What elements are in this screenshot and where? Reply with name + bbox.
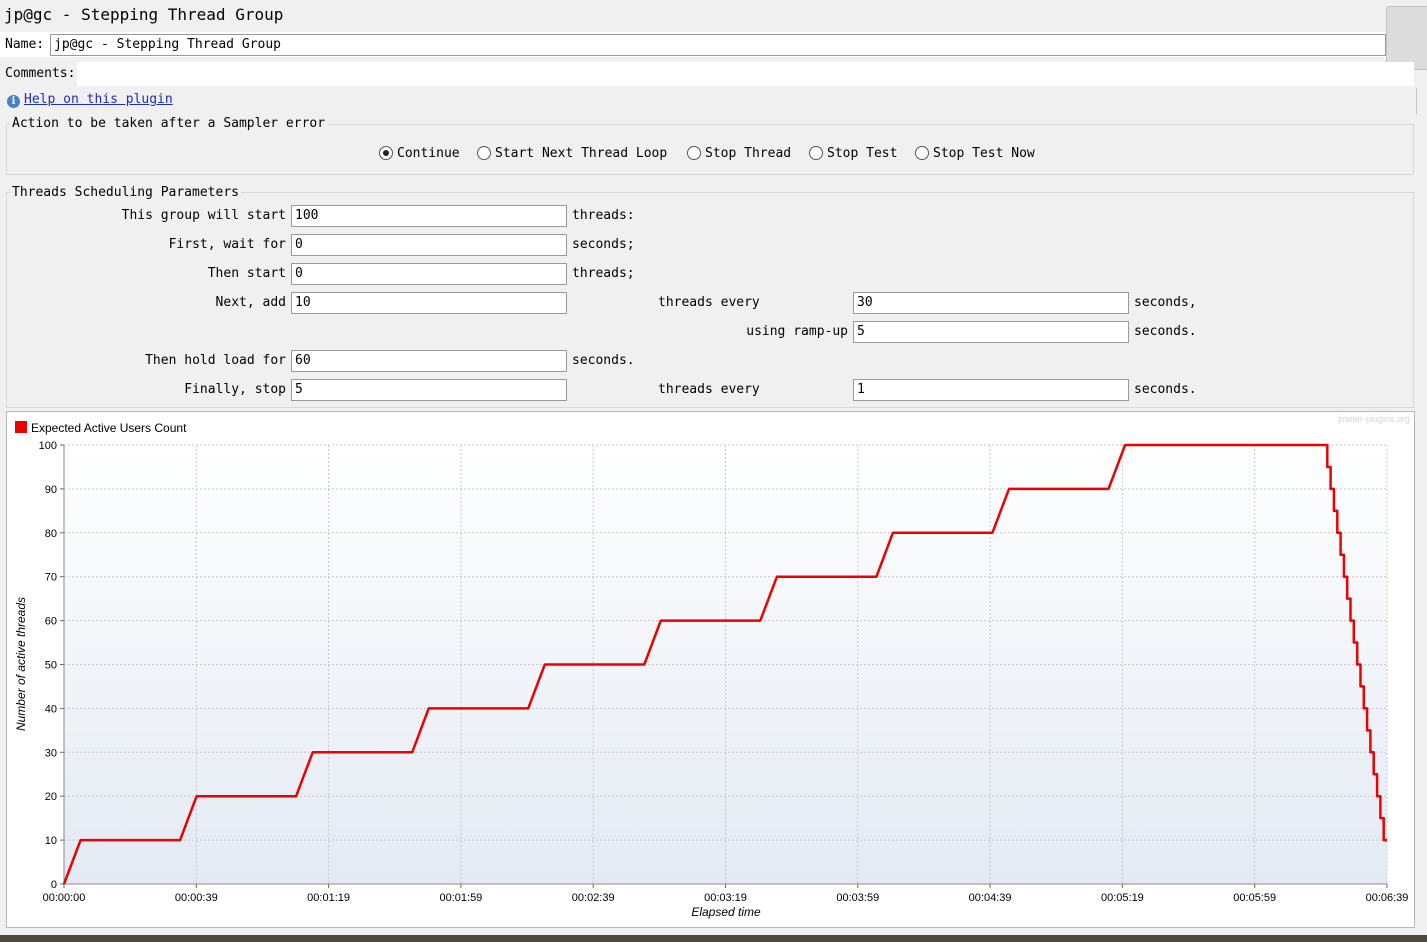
wait-unit: seconds; bbox=[572, 237, 635, 252]
taskbar-strip bbox=[0, 935, 1427, 942]
rampup-unit: seconds. bbox=[1134, 324, 1197, 339]
add-every-input[interactable]: 30 bbox=[853, 292, 1129, 314]
y-tick-label: 0 bbox=[51, 879, 57, 891]
rampup-label: using ramp-up bbox=[746, 324, 848, 339]
start-unit: threads: bbox=[572, 208, 635, 223]
stop-every-label: threads every bbox=[658, 382, 760, 397]
x-tick-label: 00:05:19 bbox=[1101, 892, 1144, 904]
next-add-label: Next, add bbox=[215, 295, 286, 310]
x-axis-label: Elapsed time bbox=[691, 905, 761, 919]
x-tick-label: 00:04:39 bbox=[969, 892, 1012, 904]
radio-stop-thread[interactable]: Stop Thread bbox=[687, 145, 791, 161]
scheduling-title: Threads Scheduling Parameters bbox=[10, 185, 241, 201]
stop-input[interactable]: 5 bbox=[291, 379, 567, 401]
x-tick-label: 00:05:59 bbox=[1233, 892, 1276, 904]
radio-label: Start Next Thread Loop bbox=[495, 145, 668, 161]
radio-icon bbox=[809, 146, 823, 160]
legend-swatch bbox=[15, 421, 27, 433]
info-icon: i bbox=[7, 95, 20, 108]
help-row bbox=[0, 88, 1417, 114]
radio-label: Stop Test Now bbox=[933, 145, 1035, 161]
stop-every-unit: seconds. bbox=[1134, 382, 1197, 397]
sampler-error-title: Action to be taken after a Sampler error bbox=[10, 116, 328, 132]
name-label: Name: bbox=[5, 37, 45, 52]
then-start-unit: threads; bbox=[572, 266, 635, 281]
radio-label: Continue bbox=[397, 145, 460, 161]
rampup-input[interactable]: 5 bbox=[853, 321, 1129, 343]
y-tick-label: 40 bbox=[45, 703, 57, 715]
y-tick-label: 50 bbox=[45, 660, 57, 672]
y-tick-label: 10 bbox=[45, 835, 57, 847]
radio-label: Stop Thread bbox=[705, 145, 792, 161]
legend-label: Expected Active Users Count bbox=[31, 421, 187, 435]
x-tick-label: 00:02:39 bbox=[572, 892, 615, 904]
watermark: jmeter-plugins.org bbox=[1337, 414, 1410, 424]
series-line-expected-active-users bbox=[62, 443, 1387, 885]
wait-label: First, wait for bbox=[168, 237, 286, 252]
y-tick-label: 60 bbox=[45, 616, 57, 628]
y-tick-label: 70 bbox=[45, 572, 57, 584]
then-start-label: Then start bbox=[207, 266, 286, 281]
stop-every-input[interactable]: 1 bbox=[853, 379, 1129, 401]
window-title: jp@gc - Stepping Thread Group bbox=[4, 5, 284, 24]
x-tick-label: 00:00:39 bbox=[175, 892, 218, 904]
start-label: This group will start bbox=[121, 208, 286, 223]
help-link[interactable]: Help on this plugin bbox=[24, 92, 173, 107]
wait-input[interactable]: 0 bbox=[291, 234, 567, 256]
x-tick-label: 00:06:39 bbox=[1366, 892, 1409, 904]
next-add-input[interactable]: 10 bbox=[291, 292, 567, 314]
x-tick-label: 00:01:19 bbox=[307, 892, 350, 904]
y-tick-label: 30 bbox=[45, 747, 57, 759]
hold-input[interactable]: 60 bbox=[291, 350, 567, 372]
stop-label: Finally, stop bbox=[184, 382, 286, 397]
name-input[interactable]: jp@gc - Stepping Thread Group bbox=[50, 34, 1386, 56]
radio-icon bbox=[915, 146, 929, 160]
add-every-unit: seconds, bbox=[1134, 295, 1197, 310]
comments-label: Comments: bbox=[5, 66, 76, 81]
hold-label: Then hold load for bbox=[145, 353, 286, 368]
radio-selected-icon bbox=[379, 146, 393, 160]
radio-start-next-thread-loop[interactable]: Start Next Thread Loop bbox=[477, 145, 667, 161]
x-tick-label: 00:01:59 bbox=[439, 892, 482, 904]
chart-panel: 0 10 20 30 40 50 60 70 80 90 100 00:00:00 00:00:39 00… bbox=[6, 411, 1415, 928]
x-tick-label: 00:03:19 bbox=[704, 892, 747, 904]
x-tick-label: 00:03:59 bbox=[836, 892, 879, 904]
radio-icon bbox=[687, 146, 701, 160]
y-tick-label: 90 bbox=[45, 484, 57, 496]
y-tick-label: 20 bbox=[45, 791, 57, 803]
x-tick-label: 00:00:00 bbox=[43, 892, 86, 904]
start-threads-input[interactable]: 100 bbox=[291, 205, 567, 227]
comments-input[interactable] bbox=[77, 62, 1414, 86]
scrollbar-thumb[interactable] bbox=[1386, 6, 1427, 70]
radio-icon bbox=[477, 146, 491, 160]
then-start-input[interactable]: 0 bbox=[291, 263, 567, 285]
hold-unit: seconds. bbox=[572, 353, 635, 368]
radio-continue[interactable]: Continue bbox=[379, 145, 460, 161]
y-tick-label: 80 bbox=[45, 528, 57, 540]
active-threads-chart: 0 10 20 30 40 50 60 70 80 90 100 00:00:00 00:00:39 00… bbox=[14, 414, 1410, 919]
radio-stop-test[interactable]: Stop Test bbox=[809, 145, 897, 161]
y-axis-label: Number of active threads bbox=[14, 597, 28, 731]
radio-label: Stop Test bbox=[827, 145, 898, 161]
scheduling-panel bbox=[6, 192, 1414, 408]
sampler-error-panel bbox=[6, 124, 1414, 175]
y-tick-label: 100 bbox=[39, 440, 57, 452]
add-every-label: threads every bbox=[658, 295, 760, 310]
radio-stop-test-now[interactable]: Stop Test Now bbox=[915, 145, 1035, 161]
